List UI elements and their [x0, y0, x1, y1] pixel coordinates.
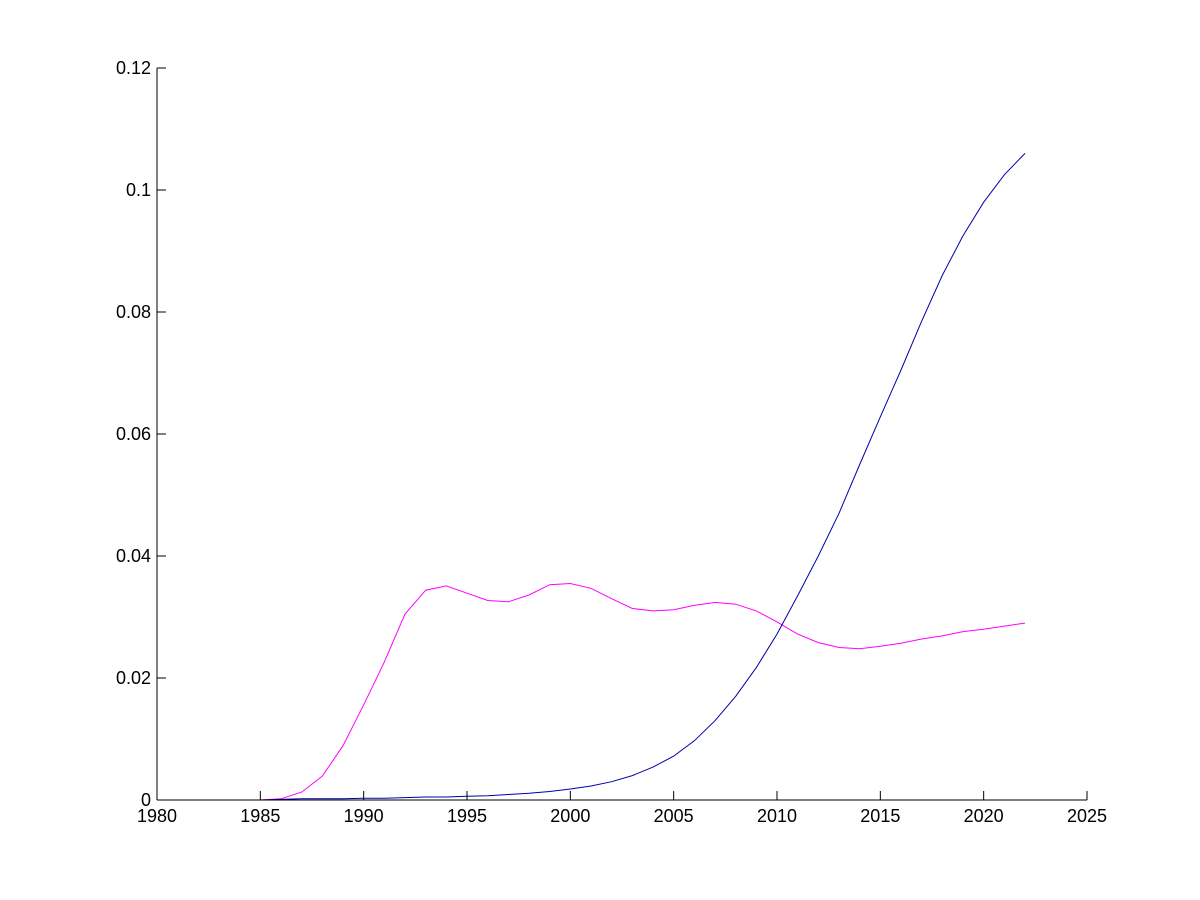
x-tick-label: 1980 [137, 806, 177, 826]
y-tick-label: 0.08 [116, 302, 151, 322]
x-tick-label: 2005 [654, 806, 694, 826]
x-tick-label: 2020 [964, 806, 1004, 826]
x-tick-label: 1990 [344, 806, 384, 826]
x-tick-label: 1995 [447, 806, 487, 826]
y-tick-label: 0.02 [116, 668, 151, 688]
y-tick-label: 0.04 [116, 546, 151, 566]
series-line-1 [157, 153, 1026, 801]
x-tick-label: 1985 [240, 806, 280, 826]
y-tick-label: 0.1 [126, 180, 151, 200]
x-tick-label: 2025 [1067, 806, 1107, 826]
series-layer [157, 153, 1026, 801]
y-tick-label: 0 [141, 790, 151, 810]
y-tick-label: 0.06 [116, 424, 151, 444]
x-tick-label: 2000 [550, 806, 590, 826]
series-line-0 [157, 582, 1026, 801]
x-tick-label: 2010 [757, 806, 797, 826]
x-tick-label: 2015 [860, 806, 900, 826]
ticks-layer: 1980 1985 1990 1995 2000 2005 2010 2015 2020 2025… [116, 58, 1107, 826]
y-tick-label: 0.12 [116, 58, 151, 78]
